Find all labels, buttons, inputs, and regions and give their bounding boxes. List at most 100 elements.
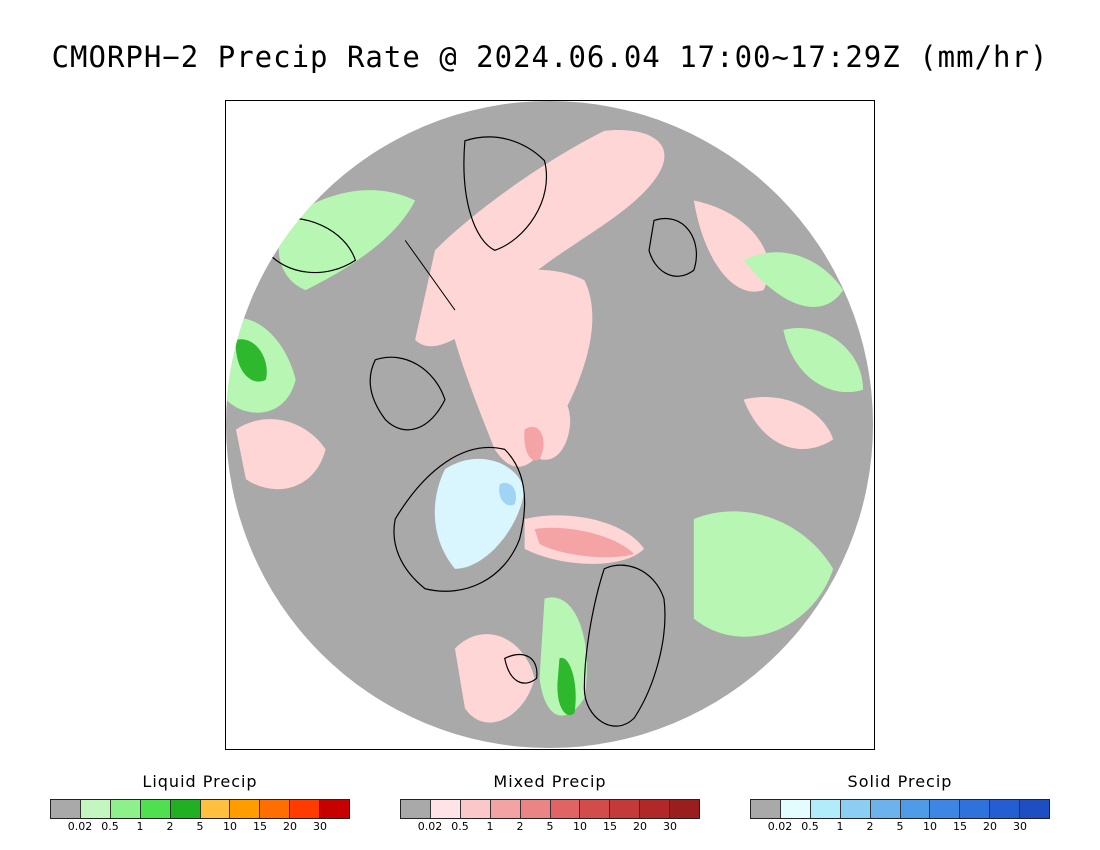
legend-tick-label: 10 <box>223 820 237 833</box>
legend-swatch <box>460 800 491 818</box>
legend-colorbar <box>400 799 700 819</box>
legend-colorbar <box>50 799 350 819</box>
legend-title: Mixed Precip <box>493 772 607 791</box>
legend-swatch <box>610 800 641 818</box>
legend-tick-label: 15 <box>253 820 267 833</box>
legend-title: Liquid Precip <box>142 772 258 791</box>
polar-precip-map <box>226 101 873 748</box>
greenland-coast <box>393 446 526 592</box>
legend-swatch <box>80 800 111 818</box>
legend-tick-label: 15 <box>603 820 617 833</box>
alaska-coast <box>265 217 357 274</box>
liquid-area-russia <box>693 511 834 637</box>
legend-tick-label: 30 <box>1013 820 1027 833</box>
legend-tick-label: 1 <box>836 820 844 833</box>
mixed-precip-strong <box>524 426 635 558</box>
legend-swatch <box>110 800 141 818</box>
legend-swatch <box>751 800 781 818</box>
map-disc <box>226 101 873 748</box>
legend-swatch <box>640 800 671 818</box>
iceland-coast <box>504 653 538 684</box>
legend-swatch <box>260 800 291 818</box>
legend-swatch <box>140 800 171 818</box>
legend-swatch <box>930 800 961 818</box>
legend-swatch <box>840 800 871 818</box>
legend-tick-label: 15 <box>953 820 967 833</box>
legend-tick-labels: 0.02 0.5 1 2 5 10 15 20 30 <box>400 819 700 833</box>
legend-tick-label: 5 <box>896 820 904 833</box>
liquid-core-alaska <box>235 339 267 382</box>
legend-swatch <box>170 800 201 818</box>
mixed-area-ural <box>743 397 834 450</box>
legend-swatch <box>320 800 350 818</box>
legend-tick-label: 0.5 <box>801 820 819 833</box>
liquid-area-east <box>743 252 844 307</box>
legend-tick-label: 30 <box>663 820 677 833</box>
chart-title: CMORPH−2 Precip Rate @ 2024.06.04 17:00~… <box>51 40 1049 74</box>
legend-swatch <box>290 800 321 818</box>
legend-swatch <box>200 800 231 818</box>
legend-swatch <box>51 800 81 818</box>
legend-swatch <box>810 800 841 818</box>
legend-tick-label: 0.02 <box>67 820 93 833</box>
legend-swatch <box>230 800 261 818</box>
legend-tick-label: 5 <box>546 820 554 833</box>
legend-tick-label: 30 <box>313 820 327 833</box>
legend-swatch <box>490 800 521 818</box>
legend-swatch <box>780 800 811 818</box>
legend-tick-label: 0.5 <box>101 820 119 833</box>
taimyr-coast <box>648 218 697 277</box>
solid-core-greenland <box>499 482 516 506</box>
legend-swatch <box>670 800 700 818</box>
scandinavia-coast <box>583 564 666 727</box>
legend-tick-labels: 0.02 0.5 1 2 5 10 15 20 30 <box>750 819 1050 833</box>
legend-tick-labels: 0.02 0.5 1 2 5 10 15 20 30 <box>50 819 350 833</box>
legend-swatch <box>520 800 551 818</box>
liquid-area-siberia-east <box>783 328 864 393</box>
liquid-precip-areas <box>226 190 864 716</box>
liquid-area-siberia-west <box>278 190 416 291</box>
legend-tick-label: 20 <box>633 820 647 833</box>
legend-swatch <box>870 800 901 818</box>
legend-tick-label: 20 <box>983 820 997 833</box>
legend-tick-label: 1 <box>486 820 494 833</box>
mixed-core-pole <box>524 426 544 461</box>
legend-tick-label: 0.02 <box>417 820 443 833</box>
legend-tick-label: 20 <box>283 820 297 833</box>
legend-tick-label: 10 <box>923 820 937 833</box>
legend-swatch <box>990 800 1021 818</box>
legend-swatch <box>550 800 581 818</box>
legend-tick-label: 1 <box>136 820 144 833</box>
legend-title: Solid Precip <box>847 772 953 791</box>
legend-tick-label: 2 <box>866 820 874 833</box>
liquid-core-norway <box>557 657 576 716</box>
legend-tick-label: 5 <box>196 820 204 833</box>
mixed-area-alaska <box>235 419 326 490</box>
legend-solid-precip: Solid Precip 0.02 0.5 1 2 5 10 15 20 30 <box>750 772 1050 833</box>
mixed-band-greenland-sea <box>534 527 635 558</box>
legend-swatch <box>580 800 611 818</box>
legend-tick-label: 0.02 <box>767 820 793 833</box>
alaska-canada-border <box>404 240 456 311</box>
legend-swatch <box>900 800 931 818</box>
mixed-precip-areas <box>235 129 834 723</box>
chukotka-coast <box>463 136 547 251</box>
legend-tick-label: 0.5 <box>451 820 469 833</box>
solid-precip-strong <box>499 482 516 506</box>
legend-colorbar <box>750 799 1050 819</box>
legend-swatch <box>1020 800 1050 818</box>
legend-tick-label: 2 <box>166 820 174 833</box>
legend-mixed-precip: Mixed Precip 0.02 0.5 1 2 5 10 15 20 30 <box>400 772 700 833</box>
legend-swatch <box>401 800 431 818</box>
mixed-area-north-atlantic <box>454 634 535 723</box>
legend-tick-label: 2 <box>516 820 524 833</box>
liquid-precip-strong <box>235 339 576 716</box>
legend-tick-label: 10 <box>573 820 587 833</box>
mixed-area-east-siberia <box>693 200 769 292</box>
coastlines <box>265 136 697 727</box>
legend-swatch <box>960 800 991 818</box>
legend-liquid-precip: Liquid Precip 0.02 0.5 1 2 5 10 15 20 30 <box>50 772 350 833</box>
map-frame <box>225 100 875 750</box>
legend-swatch <box>430 800 461 818</box>
canadian-archipelago-coast <box>369 356 446 431</box>
